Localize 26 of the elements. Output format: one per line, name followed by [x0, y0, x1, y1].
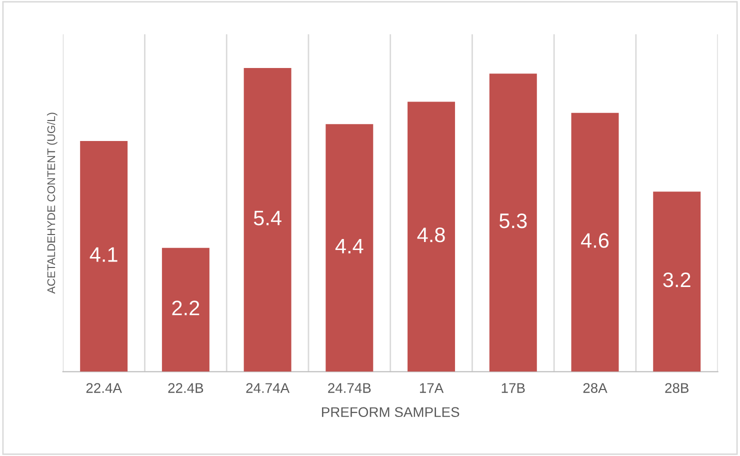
x-tick-label: 28A [583, 383, 608, 393]
data-label: 4.6 [581, 233, 609, 248]
bar [408, 102, 456, 372]
data-label: 5.4 [254, 210, 282, 226]
bar [571, 112, 619, 372]
data-label: 4.4 [335, 238, 364, 254]
x-tick-label: 22.4B [168, 383, 204, 393]
data-label: 4.1 [90, 247, 118, 262]
x-tick-label: 24.74B [328, 383, 371, 393]
bar [489, 74, 537, 372]
bar [162, 248, 210, 372]
bar [653, 192, 701, 372]
x-tick-label: 22.4A [86, 383, 122, 393]
x-tick-label: 17A [420, 383, 444, 393]
data-label: 3.2 [663, 272, 690, 288]
bar [326, 124, 374, 372]
data-label: 2.2 [172, 300, 200, 316]
bar [244, 68, 292, 372]
x-tick-label: 24.74A [246, 383, 290, 393]
x-tick-label: 17B [502, 383, 525, 393]
data-label: 5.3 [500, 213, 527, 228]
x-tick-label: 28B [665, 383, 688, 393]
y-axis-title: ACETALDEHYDE CONTENT (UG/L) [46, 112, 58, 294]
bar [80, 141, 128, 372]
x-axis-title: PREFORM SAMPLES [322, 407, 460, 418]
data-label: 4.8 [417, 228, 445, 242]
